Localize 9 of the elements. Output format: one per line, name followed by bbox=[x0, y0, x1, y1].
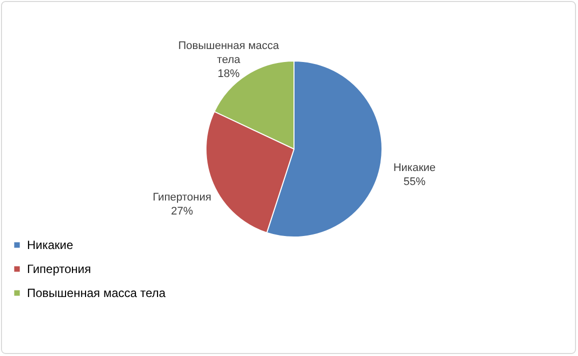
slice-label: Гипертония bbox=[152, 191, 212, 204]
legend-label: Повышенная масса тела bbox=[27, 286, 166, 300]
legend-label: Гипертония bbox=[27, 262, 91, 276]
slice-label: Повышенная масса тела bbox=[178, 40, 280, 66]
slice-label: Никакие bbox=[393, 162, 436, 174]
data-label: 55% bbox=[403, 176, 426, 188]
data-label: 18% bbox=[218, 68, 240, 80]
data-label: 27% bbox=[171, 205, 194, 218]
legend-label: Никакие bbox=[27, 238, 74, 252]
